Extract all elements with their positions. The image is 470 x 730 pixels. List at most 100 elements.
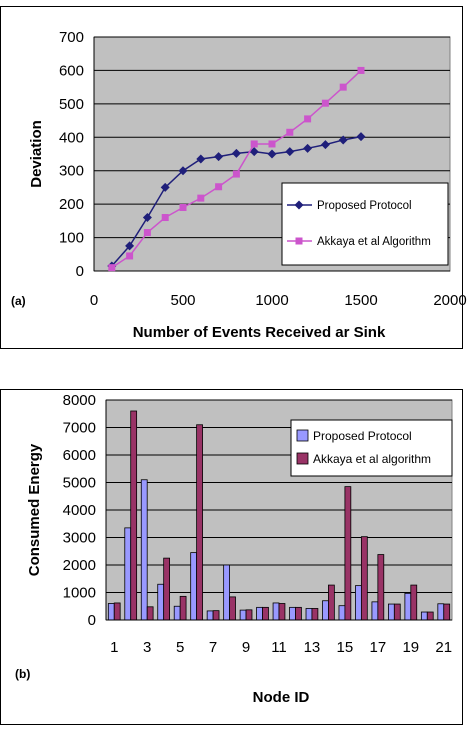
y-tick-label: 600 <box>59 62 84 79</box>
line-chart-svg: 0 100 200 300 400 500 600 700 0 500 1000 1500 2000 Pr… <box>11 29 467 341</box>
bar-chart-panel: 0 1000 2000 3000 4000 5000 6000 7000 8000 1 3 5 7 9 11… <box>0 389 463 725</box>
legend-swatch <box>296 429 309 442</box>
x-axis-label: Number of Events Received ar Sink <box>133 324 386 341</box>
legend-label: Akkaya et al Algorithm <box>317 236 431 248</box>
data-point <box>339 83 347 91</box>
x-tick-label: 15 <box>337 639 354 656</box>
y-tick-label: 3000 <box>63 530 96 547</box>
x-tick-label: 13 <box>304 639 321 656</box>
x-tick-label: 5 <box>176 639 184 656</box>
data-point <box>142 213 152 223</box>
data-point <box>161 214 169 222</box>
x-tick-label: 1 <box>110 639 118 656</box>
bar-2 <box>179 595 187 621</box>
legend-marker <box>294 200 304 210</box>
data-point <box>356 132 366 142</box>
legend-swatch <box>296 452 309 465</box>
y-tick-label: 5000 <box>63 475 96 492</box>
bar-2 <box>360 536 368 621</box>
bar-2 <box>130 410 138 621</box>
data-point <box>126 252 134 260</box>
bar-2 <box>443 603 451 621</box>
bar-1 <box>173 605 181 621</box>
bar-2 <box>163 557 170 621</box>
x-tick-label: 0 <box>90 292 98 309</box>
data-point <box>160 182 170 192</box>
x-tick-label: 1500 <box>344 292 377 309</box>
line-chart-panel: 0 100 200 300 400 500 600 700 0 500 1000 1500 2000 Pr… <box>0 6 467 349</box>
x-tick-label: 9 <box>242 639 250 656</box>
bar-1 <box>371 601 379 621</box>
bar-2 <box>393 603 401 621</box>
y-tick-label: 2000 <box>63 557 96 574</box>
bar-1 <box>289 606 296 621</box>
x-tick-label: 21 <box>435 639 452 656</box>
y-tick-label: 6000 <box>63 447 96 464</box>
x-tick-label: 1000 <box>255 292 288 309</box>
bar-1 <box>338 605 346 621</box>
data-point <box>215 183 223 191</box>
x-tick-label: 3 <box>143 639 151 656</box>
data-point <box>143 229 151 237</box>
data-point <box>286 128 294 136</box>
bar-2 <box>146 606 154 621</box>
bar-2 <box>328 584 335 621</box>
y-tick-label: 8000 <box>63 392 96 409</box>
data-point <box>321 99 329 107</box>
data-point <box>303 143 313 153</box>
y-tick-label: 500 <box>59 96 84 113</box>
legend-marker <box>295 237 303 245</box>
bar-2 <box>196 424 203 621</box>
y-tick-label: 200 <box>59 196 84 213</box>
panel-label: (a) <box>11 294 26 308</box>
y-axis-label: Deviation <box>28 120 45 188</box>
data-point <box>268 140 276 148</box>
data-point <box>125 241 135 251</box>
bar-1 <box>157 583 165 621</box>
bar-1 <box>272 602 280 621</box>
y-tick-label: 0 <box>76 263 84 280</box>
data-point <box>267 149 277 159</box>
bar-1 <box>190 552 198 621</box>
data-point <box>249 147 259 157</box>
panel-label: (b) <box>15 667 30 681</box>
bar-2 <box>262 606 269 621</box>
y-tick-label: 1000 <box>63 585 96 602</box>
y-tick-label: 0 <box>88 612 96 629</box>
bar-1 <box>256 606 263 621</box>
data-point <box>232 170 240 178</box>
data-point <box>357 66 365 74</box>
legend <box>281 182 449 266</box>
data-point <box>108 264 116 272</box>
bar-2 <box>229 596 236 621</box>
x-tick-label: 17 <box>370 639 387 656</box>
data-point <box>285 147 295 157</box>
legend <box>290 419 453 477</box>
bar-2 <box>311 608 319 621</box>
data-point <box>196 154 206 164</box>
bar-1 <box>107 603 115 621</box>
bar-2 <box>212 610 220 621</box>
bar-1 <box>404 592 412 621</box>
x-tick-label: 19 <box>402 639 419 656</box>
bar-2 <box>410 584 418 621</box>
y-tick-label: 700 <box>59 29 84 46</box>
bar-1 <box>420 611 428 621</box>
legend-label: Proposed Protocol <box>317 200 412 212</box>
bar-1 <box>223 564 230 621</box>
y-tick-label: 4000 <box>63 502 96 519</box>
bar-1 <box>437 603 445 621</box>
bar-2 <box>278 603 286 621</box>
bar-1 <box>355 585 362 621</box>
data-point <box>178 166 188 176</box>
bar-1 <box>388 603 395 621</box>
legend-label: Proposed Protocol <box>313 429 412 443</box>
bar-1 <box>206 610 214 621</box>
data-point <box>179 203 187 211</box>
bar-2 <box>295 606 302 621</box>
bar-2 <box>344 486 352 621</box>
bar-1 <box>124 527 132 621</box>
legend-label: Akkaya et al algorithm <box>313 452 431 466</box>
data-point <box>231 148 241 158</box>
x-tick-label: 2000 <box>433 292 466 309</box>
